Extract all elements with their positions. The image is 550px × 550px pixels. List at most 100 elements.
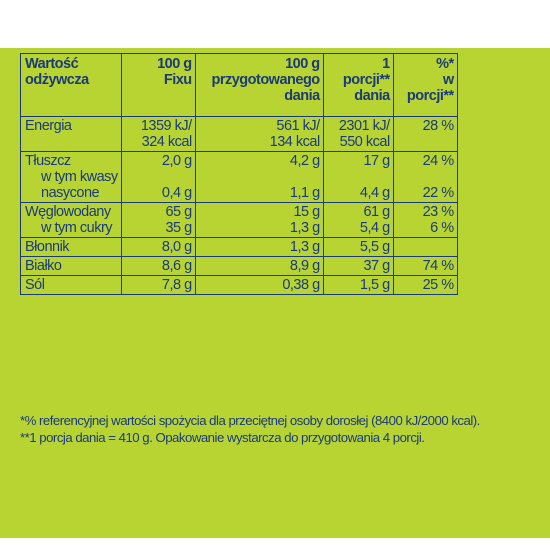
cell-line: 324 kcal (141, 134, 193, 150)
cell-line: 100 g (157, 56, 192, 72)
nutrient-name: Energia (20, 116, 122, 152)
value-per-portion: 17 g 4,4 g (322, 151, 394, 203)
value-per100-fix: 65 g 35 g (120, 202, 196, 238)
cell-line: 1,1 g (289, 185, 320, 201)
cell-line: 0,4 g (161, 185, 192, 201)
table-row: Błonnik 8,0 g 1,3 g 5,5 g (20, 237, 458, 257)
value-per100-prepared: 15 g 1,3 g (194, 202, 324, 238)
header-nutrient: Wartość odżywcza (20, 53, 122, 117)
cell-line: 65 g (165, 204, 192, 220)
cell-line: 61 g (363, 204, 390, 220)
value-per100-fix: 8,6 g (120, 256, 196, 276)
value-per100-prepared: 1,3 g (194, 237, 324, 257)
nutrient-name: Węglowodany w tym cukry (20, 202, 122, 238)
value-ri-percent: 24 % 22 % (392, 151, 458, 203)
cell-line: porcji** (342, 72, 390, 88)
cell-line: 17 g (363, 153, 390, 169)
cell-line: Fixu (163, 72, 192, 88)
header-row: Wartość odżywcza 100 g Fixu 100 g przygotow… (20, 53, 458, 117)
nutrient-name: Białko (20, 256, 122, 276)
cell-line: w (442, 72, 454, 88)
cell-line: 2301 kJ/ (338, 118, 390, 134)
footnote-portion: **1 porcja dania = 410 g. Opakowanie wys… (20, 430, 425, 445)
value-per-portion: 37 g (322, 256, 394, 276)
cell-line: 550 kcal (339, 134, 391, 150)
value-per100-prepared: 4,2 g 1,1 g (194, 151, 324, 203)
cell-line: Wartość (25, 56, 79, 72)
cell-line: 7,8 g (161, 277, 192, 293)
cell-line (328, 169, 390, 185)
value-per100-prepared: 0,38 g (194, 275, 324, 295)
cell-line (398, 169, 454, 185)
value-per-portion: 1,5 g (322, 275, 394, 295)
value-per-portion: 2301 kJ/550 kcal (322, 116, 394, 152)
value-per-portion: 61 g 5,4 g (322, 202, 394, 238)
cell-line: nasycone (41, 185, 100, 201)
cell-line: przygotowanego (211, 72, 320, 88)
table-row: Tłuszcz w tym kwasy nasycone 2,0 g 0,4 g 4,2… (20, 151, 458, 203)
nutrient-name: Tłuszcz w tym kwasy nasycone (20, 151, 122, 203)
cell-line: w tym kwasy (41, 169, 118, 185)
nutrient-name: Błonnik (20, 237, 122, 257)
cell-line: 24 % (422, 153, 455, 169)
value-ri-percent: 28 % (392, 116, 458, 152)
cell-line: 1 (382, 56, 390, 72)
value-per100-prepared: 8,9 g (194, 256, 324, 276)
cell-line: 74 % (422, 258, 455, 274)
cell-line: Sól (25, 277, 45, 293)
cell-line: 23 % (422, 204, 455, 220)
value-per-portion: 5,5 g (322, 237, 394, 257)
cell-line (126, 169, 192, 185)
value-ri-percent: 74 % (392, 256, 458, 276)
header-per100-prepared: 100 g przygotowanego dania (194, 53, 324, 117)
cell-line: 22 % (422, 185, 455, 201)
table-row: Energia 1359 kJ/324 kcal 561 kJ/134 kcal 23… (20, 116, 458, 152)
cell-line: 100 g (285, 56, 320, 72)
cell-line: 1,3 g (289, 220, 320, 236)
cell-line: dania (284, 88, 320, 104)
cell-line: %* (436, 56, 454, 72)
footnote-ri: *% referencyjnej wartości spożycia dla p… (20, 413, 480, 428)
cell-line: 8,0 g (161, 239, 192, 255)
value-per100-fix: 8,0 g (120, 237, 196, 257)
value-per100-fix: 2,0 g 0,4 g (120, 151, 196, 203)
cell-line: 2,0 g (161, 153, 192, 169)
cell-line: 5,5 g (359, 239, 390, 255)
cell-line: 134 kcal (269, 134, 321, 150)
cell-line: 28 % (422, 118, 455, 134)
cell-line: 37 g (363, 258, 390, 274)
cell-line: 15 g (293, 204, 320, 220)
cell-line: Energia (25, 118, 72, 134)
cell-line: Węglowodany (25, 204, 111, 220)
cell-line: 35 g (165, 220, 192, 236)
cell-line (200, 169, 320, 185)
cell-line: 0,38 g (282, 277, 320, 293)
cell-line (398, 239, 454, 255)
cell-line: porcji** (406, 88, 454, 104)
header-per-portion: 1 porcji** dania (322, 53, 394, 117)
header-per100-fix: 100 g Fixu (120, 53, 196, 117)
cell-line: Białko (25, 258, 62, 274)
cell-line: dania (354, 88, 390, 104)
cell-line: 25 % (422, 277, 455, 293)
cell-line: 1,3 g (289, 239, 320, 255)
table-row: Białko 8,6 g 8,9 g 37 g 74 % (20, 256, 458, 276)
cell-line: Tłuszcz (25, 153, 71, 169)
cell-line: 1,5 g (359, 277, 390, 293)
value-ri-percent (392, 237, 458, 257)
cell-line: 8,9 g (289, 258, 320, 274)
cell-line: odżywcza (25, 72, 89, 88)
nutrient-name: Sól (20, 275, 122, 295)
cell-line: 6 % (430, 220, 454, 236)
header-ri-percent: %* w porcji** (392, 53, 458, 117)
value-per100-prepared: 561 kJ/134 kcal (194, 116, 324, 152)
value-per100-fix: 1359 kJ/324 kcal (120, 116, 196, 152)
value-ri-percent: 25 % (392, 275, 458, 295)
value-ri-percent: 23 % 6 % (392, 202, 458, 238)
cell-line: 4,4 g (359, 185, 390, 201)
table-row: Sól 7,8 g 0,38 g 1,5 g 25 % (20, 275, 458, 295)
value-per100-fix: 7,8 g (120, 275, 196, 295)
cell-line: 1359 kJ/ (140, 118, 192, 134)
nutrition-table: Wartość odżywcza 100 g Fixu 100 g przygotow… (20, 53, 458, 295)
